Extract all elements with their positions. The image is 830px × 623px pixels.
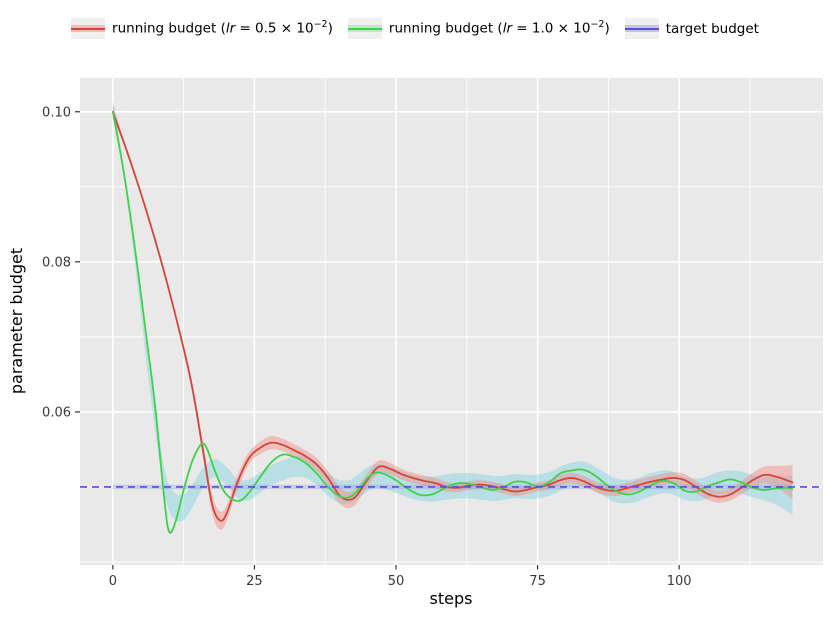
legend-line-swatch — [347, 27, 382, 30]
legend-line-swatch — [71, 27, 106, 30]
x-tick-label: 50 — [388, 574, 405, 589]
x-axis-label: steps — [430, 589, 473, 608]
legend: running budget (lr = 0.5 × 10−2) running … — [0, 18, 830, 39]
y-axis-label: parameter budget — [7, 248, 26, 394]
y-tick-label: 0.10 — [42, 105, 71, 120]
legend-label-target-budget: target budget — [665, 20, 759, 37]
legend-key-running-budget-lr-0-5 — [71, 18, 106, 39]
legend-key-target-budget — [624, 18, 659, 39]
axis-ticks: 0 25 50 75 100 0.06 0.08 0.10 — [42, 105, 692, 589]
legend-entry-running-budget-lr-0-5: running budget (lr = 0.5 × 10−2) — [71, 18, 333, 39]
series-lines — [80, 110, 823, 534]
band-lr-1-0 — [112, 100, 793, 522]
legend-line-swatch — [624, 27, 659, 30]
x-tick-label: 25 — [246, 574, 263, 589]
legend-key-running-budget-lr-1-0 — [347, 18, 382, 39]
series-line-1 — [111, 110, 794, 534]
legend-label-running-budget-lr-1-0: running budget (lr = 1.0 × 10−2) — [388, 19, 610, 37]
y-tick-label: 0.06 — [42, 405, 71, 420]
x-tick-label: 75 — [529, 574, 546, 589]
legend-entry-target-budget: target budget — [624, 18, 759, 39]
x-tick-label: 0 — [109, 574, 117, 589]
legend-label-running-budget-lr-0-5: running budget (lr = 0.5 × 10−2) — [112, 19, 333, 37]
x-tick-label: 100 — [667, 574, 692, 589]
y-tick-label: 0.08 — [42, 255, 71, 270]
legend-entry-running-budget-lr-1-0: running budget (lr = 1.0 × 10−2) — [347, 18, 610, 39]
